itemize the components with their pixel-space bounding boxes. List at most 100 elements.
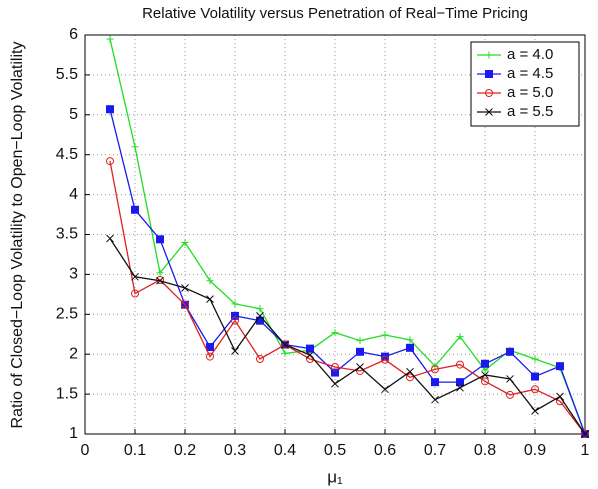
marker	[581, 430, 589, 438]
marker	[206, 295, 214, 303]
marker	[556, 362, 564, 371]
marker	[431, 365, 439, 374]
y-tick-label: 3.5	[56, 226, 78, 243]
marker	[531, 385, 539, 394]
marker	[331, 368, 339, 377]
series-line	[109, 160, 586, 435]
marker	[456, 333, 464, 341]
marker	[256, 305, 264, 313]
marker	[131, 272, 139, 281]
marker	[156, 235, 164, 244]
marker	[431, 378, 439, 387]
x-axis-label: μ₁	[327, 467, 343, 486]
marker	[331, 362, 339, 371]
x-tick-label: 0.2	[174, 442, 196, 459]
marker	[356, 347, 364, 356]
marker	[381, 331, 389, 339]
marker	[231, 300, 239, 308]
marker	[406, 336, 414, 344]
y-tick-label: 6	[69, 26, 78, 43]
x-tick-label: 0.1	[124, 442, 146, 459]
marker	[506, 390, 514, 399]
marker	[181, 300, 189, 309]
y-tick-label: 3	[69, 266, 78, 283]
legend-label: a = 5.0	[507, 84, 553, 101]
marker	[306, 344, 314, 353]
marker	[306, 351, 314, 359]
x-tick-label: 0.9	[524, 442, 546, 459]
marker	[381, 385, 389, 394]
marker	[481, 366, 489, 374]
marker	[331, 379, 339, 388]
x-tick-label: 0.3	[224, 442, 246, 459]
marker	[256, 354, 264, 363]
marker	[131, 205, 139, 214]
chart-title: Relative Volatility versus Penetration o…	[142, 5, 528, 22]
marker	[106, 105, 114, 114]
y-axis-label: Ratio of Closed−Loop Volatility to Open−…	[9, 42, 26, 429]
plot-frame	[84, 34, 586, 435]
marker	[231, 311, 239, 320]
legend-label: a = 5.5	[507, 103, 553, 120]
marker	[281, 340, 289, 349]
marker	[531, 407, 539, 415]
marker	[506, 375, 514, 383]
marker	[406, 373, 414, 382]
marker	[456, 378, 464, 387]
marker	[481, 359, 489, 368]
marker	[485, 51, 493, 59]
series-line	[109, 238, 586, 435]
marker	[406, 343, 414, 352]
marker	[485, 70, 493, 78]
marker	[106, 234, 114, 243]
legend: a = 4.0 a = 4.5 a = 5.0 a = 5.5	[470, 41, 580, 127]
marker	[485, 108, 493, 116]
marker	[356, 337, 364, 345]
marker	[531, 372, 539, 381]
marker	[206, 277, 214, 285]
marker	[181, 238, 189, 246]
y-tick-label: 5	[69, 106, 78, 123]
marker	[485, 89, 493, 97]
marker	[181, 284, 189, 292]
x-tick-label: 0.7	[424, 442, 446, 459]
marker	[206, 352, 214, 361]
marker	[256, 312, 264, 320]
y-tick-label: 1	[69, 425, 78, 442]
y-tick-label: 2	[69, 345, 78, 362]
x-tick-label: 0.4	[274, 442, 296, 459]
marker	[581, 430, 589, 438]
y-tick-label: 1.5	[56, 385, 78, 402]
y-tick-label: 5.5	[56, 66, 78, 83]
y-tick-label: 2.5	[56, 306, 78, 323]
x-tick-label: 1	[581, 442, 590, 459]
marker	[406, 367, 414, 376]
marker	[281, 349, 289, 357]
x-tick-label: 0.8	[474, 442, 496, 459]
marker	[131, 289, 139, 298]
marker	[531, 355, 539, 363]
x-tick-label: 0	[81, 442, 90, 459]
marker	[456, 383, 464, 392]
marker	[481, 371, 489, 379]
marker	[506, 347, 514, 356]
legend-label: a = 4.0	[507, 46, 553, 63]
legend-label: a = 4.5	[507, 65, 553, 82]
marker	[131, 143, 139, 151]
marker	[556, 392, 564, 401]
marker	[431, 395, 439, 404]
marker	[331, 329, 339, 337]
marker	[206, 343, 214, 352]
marker	[381, 355, 389, 364]
marker	[231, 316, 239, 325]
y-tick-label: 4.5	[56, 146, 78, 163]
x-tick-label: 0.6	[374, 442, 396, 459]
marker	[156, 276, 164, 285]
marker	[106, 157, 114, 166]
marker	[456, 360, 464, 369]
marker	[356, 363, 364, 371]
y-tick-label: 4	[69, 186, 78, 203]
series-line	[109, 109, 586, 435]
marker	[106, 35, 114, 43]
